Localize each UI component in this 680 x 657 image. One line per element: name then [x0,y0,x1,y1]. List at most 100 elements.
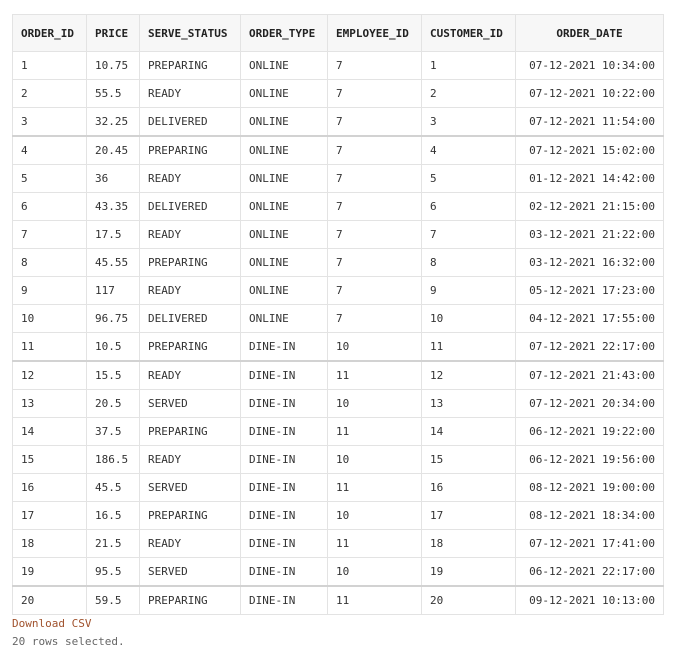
order-id-cell: 2 [12,79,87,108]
order-date-cell: 06-12-2021 19:56:00 [515,445,664,474]
table-row: 13 20.5 SERVED DINE-IN 10 13 07-12-2021 20:34:… [12,389,664,418]
price-cell: 45.55 [86,248,140,277]
order-date-cell: 07-12-2021 20:34:00 [515,389,664,418]
table-row: 6 43.35 DELIVERED ONLINE 7 6 02-12-2021 21:15:… [12,192,664,221]
price-cell: 95.5 [86,557,140,587]
customer-id-cell: 4 [421,135,516,165]
order-type-cell: ONLINE [240,107,328,137]
order-type-cell: ONLINE [240,248,328,277]
serve-status-cell: READY [139,79,241,108]
order-type-cell: ONLINE [240,192,328,221]
employee-id-cell: 7 [327,135,422,165]
order-type-cell: ONLINE [240,51,328,80]
serve-status-cell: READY [139,360,241,390]
table-row: 3 32.25 DELIVERED ONLINE 7 3 07-12-2021 11:54:… [12,107,664,137]
order-type-cell: DINE-IN [240,445,328,474]
table-header-row: ORDER_ID PRICE SERVE_STATUS ORDER_TYPE E… [12,14,664,52]
employee-id-cell: 11 [327,360,422,390]
order-date-cell: 07-12-2021 11:54:00 [515,107,664,137]
table-row: 8 45.55 PREPARING ONLINE 7 8 03-12-2021 16:32:… [12,248,664,277]
employee-id-cell: 11 [327,417,422,446]
order-date-cell: 07-12-2021 22:17:00 [515,332,664,362]
price-cell: 32.25 [86,107,140,137]
serve-status-cell: READY [139,164,241,193]
serve-status-cell: PREPARING [139,501,241,530]
serve-status-cell: PREPARING [139,585,241,615]
price-cell: 45.5 [86,473,140,502]
table-row: 12 15.5 READY DINE-IN 11 12 07-12-2021 21:43:0… [12,360,664,390]
customer-id-cell: 11 [421,332,516,362]
table-row: 14 37.5 PREPARING DINE-IN 11 14 06-12-2021 19:… [12,417,664,446]
order-id-cell: 4 [12,135,87,165]
serve-status-cell: SERVED [139,557,241,587]
serve-status-cell: READY [139,276,241,305]
order-date-cell: 09-12-2021 10:13:00 [515,585,664,615]
column-header-customer-id: CUSTOMER_ID [421,14,516,52]
price-cell: 36 [86,164,140,193]
order-type-cell: ONLINE [240,304,328,333]
price-cell: 43.35 [86,192,140,221]
order-type-cell: DINE-IN [240,529,328,558]
customer-id-cell: 10 [421,304,516,333]
serve-status-cell: PREPARING [139,51,241,80]
order-id-cell: 10 [12,304,87,333]
column-header-order-type: ORDER_TYPE [240,14,328,52]
column-header-order-date: ORDER_DATE [515,14,664,52]
order-id-cell: 7 [12,220,87,249]
download-csv-link[interactable]: Download CSV [12,617,92,630]
serve-status-cell: READY [139,529,241,558]
order-id-cell: 11 [12,332,87,362]
column-header-price: PRICE [86,14,140,52]
table-row: 5 36 READY ONLINE 7 5 01-12-2021 14:42:00 [12,164,664,193]
employee-id-cell: 11 [327,529,422,558]
customer-id-cell: 12 [421,360,516,390]
order-date-cell: 03-12-2021 16:32:00 [515,248,664,277]
serve-status-cell: READY [139,445,241,474]
employee-id-cell: 10 [327,557,422,587]
employee-id-cell: 7 [327,304,422,333]
table-row: 20 59.5 PREPARING DINE-IN 11 20 09-12-2021 10:… [12,585,664,615]
order-type-cell: DINE-IN [240,501,328,530]
order-id-cell: 19 [12,557,87,587]
customer-id-cell: 18 [421,529,516,558]
order-date-cell: 07-12-2021 10:34:00 [515,51,664,80]
table-row: 18 21.5 READY DINE-IN 11 18 07-12-2021 17:41:0… [12,529,664,558]
customer-id-cell: 7 [421,220,516,249]
table-row: 17 16.5 PREPARING DINE-IN 10 17 08-12-2021 18:… [12,501,664,530]
order-date-cell: 05-12-2021 17:23:00 [515,276,664,305]
order-type-cell: DINE-IN [240,557,328,587]
customer-id-cell: 8 [421,248,516,277]
serve-status-cell: DELIVERED [139,192,241,221]
table-body: 1 10.75 PREPARING ONLINE 7 1 07-12-2021 10:34:… [12,51,664,615]
customer-id-cell: 5 [421,164,516,193]
employee-id-cell: 7 [327,79,422,108]
results-table: ORDER_ID PRICE SERVE_STATUS ORDER_TYPE E… [12,14,664,615]
order-id-cell: 18 [12,529,87,558]
customer-id-cell: 3 [421,107,516,137]
order-date-cell: 08-12-2021 19:00:00 [515,473,664,502]
order-type-cell: DINE-IN [240,389,328,418]
customer-id-cell: 16 [421,473,516,502]
order-id-cell: 14 [12,417,87,446]
price-cell: 21.5 [86,529,140,558]
price-cell: 10.5 [86,332,140,362]
employee-id-cell: 11 [327,473,422,502]
table-row: 1 10.75 PREPARING ONLINE 7 1 07-12-2021 10:34:… [12,51,664,80]
order-type-cell: DINE-IN [240,473,328,502]
employee-id-cell: 7 [327,164,422,193]
price-cell: 55.5 [86,79,140,108]
price-cell: 20.5 [86,389,140,418]
order-id-cell: 16 [12,473,87,502]
price-cell: 20.45 [86,135,140,165]
employee-id-cell: 7 [327,220,422,249]
order-type-cell: DINE-IN [240,360,328,390]
employee-id-cell: 7 [327,192,422,221]
order-id-cell: 13 [12,389,87,418]
column-header-serve-status: SERVE_STATUS [139,14,241,52]
price-cell: 186.5 [86,445,140,474]
order-date-cell: 07-12-2021 21:43:00 [515,360,664,390]
table-row: 19 95.5 SERVED DINE-IN 10 19 06-12-2021 22:17:… [12,557,664,587]
employee-id-cell: 11 [327,585,422,615]
employee-id-cell: 10 [327,332,422,362]
order-date-cell: 06-12-2021 19:22:00 [515,417,664,446]
